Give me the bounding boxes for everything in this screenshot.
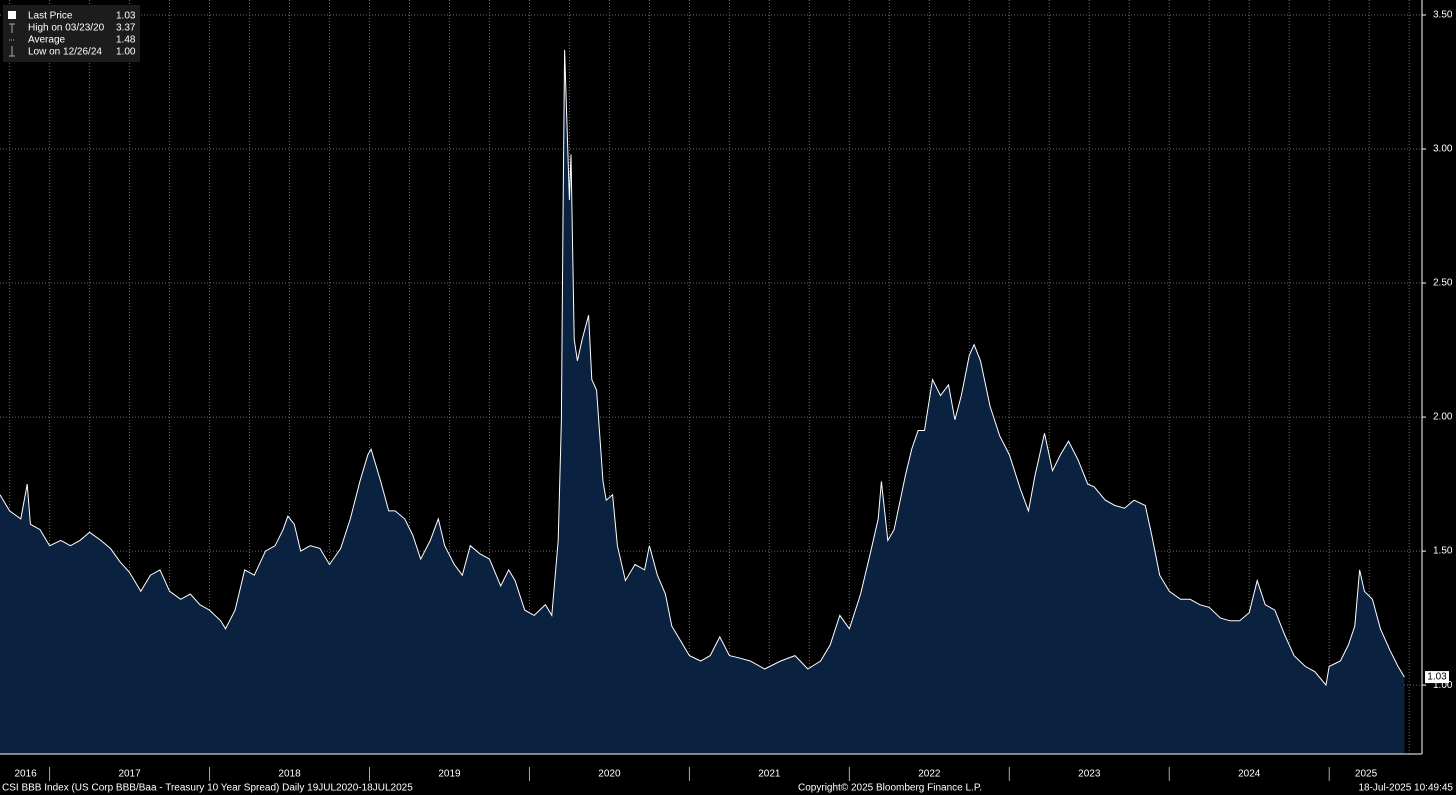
legend-value: 1.48 xyxy=(116,35,136,46)
x-tick-label: 2025 xyxy=(1355,769,1378,780)
y-tick-label: 1.00 xyxy=(1433,680,1453,691)
x-tick-label: 2024 xyxy=(1238,769,1261,780)
y-tick-label: 3.00 xyxy=(1433,144,1453,155)
legend-label: High on 03/23/20 xyxy=(28,23,105,34)
footer-copyright: Copyright© 2025 Bloomberg Finance L.P. xyxy=(798,783,982,794)
footer-timestamp: 18-Jul-2025 10:49:45 xyxy=(1358,783,1453,794)
plot xyxy=(0,49,1405,754)
legend: Last Price 1.03 High on 03/23/20 3.37 Av… xyxy=(3,5,140,62)
x-tick-label: 2019 xyxy=(438,769,461,780)
area xyxy=(0,49,1405,754)
x-tick-label: 2023 xyxy=(1078,769,1101,780)
x-tick-label: 2022 xyxy=(918,769,941,780)
line xyxy=(0,49,1405,687)
y-tick-label: 3.50 xyxy=(1433,10,1453,21)
last-price-tag xyxy=(1425,671,1449,684)
y-tick-label: 2.00 xyxy=(1433,412,1453,423)
legend-value: 1.00 xyxy=(116,47,136,58)
legend-value: 3.37 xyxy=(116,23,136,34)
legend-swatch xyxy=(8,11,16,19)
x-tick-label: 2020 xyxy=(598,769,621,780)
legend-value: 1.03 xyxy=(116,11,136,22)
last-price-label: 1.03 xyxy=(1427,672,1447,683)
x-tick-label: 2017 xyxy=(118,769,141,780)
legend-label: Low on 12/26/24 xyxy=(28,47,102,58)
x-tick-label: 2018 xyxy=(278,769,301,780)
legend-label: Average xyxy=(28,35,66,46)
legend-box xyxy=(3,5,140,62)
x-tick-label: 2016 xyxy=(14,769,37,780)
y-tick-label: 1.50 xyxy=(1433,546,1453,557)
footer-source: CSI BBB Index (US Corp BBB/Baa - Treasur… xyxy=(2,783,413,794)
x-tick-label: 2021 xyxy=(758,769,781,780)
y-tick-label: 2.50 xyxy=(1433,278,1453,289)
legend-label: Last Price xyxy=(28,11,73,22)
